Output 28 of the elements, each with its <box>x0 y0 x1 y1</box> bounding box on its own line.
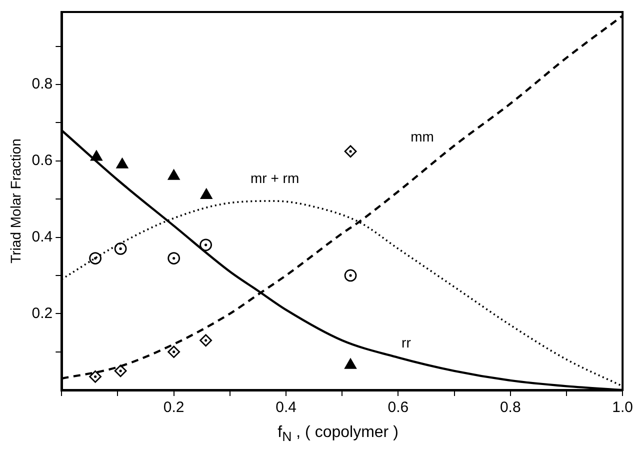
point <box>168 252 180 264</box>
point <box>116 158 128 168</box>
y-tick-label: 0.2 <box>32 304 53 322</box>
x-tick-label: 0.2 <box>163 399 184 416</box>
point <box>168 346 180 358</box>
series-label: rr <box>402 334 412 350</box>
point <box>89 370 102 383</box>
x-axis-title: f$_{N}$ , ( copolymer ) <box>276 424 400 444</box>
point <box>114 242 127 255</box>
y-tick-label: 0.8 <box>32 76 53 93</box>
x-tick-label: 0.8 <box>500 399 521 416</box>
x-tick-label: 1.0 <box>612 399 634 416</box>
y-tick-label: 0.4 <box>32 228 53 246</box>
y-tick-label: 0.6 <box>32 152 53 170</box>
point <box>344 269 357 282</box>
series-label: mr + rm <box>250 170 300 186</box>
x-tick-label: 0.6 <box>388 399 409 416</box>
point <box>200 334 212 347</box>
point <box>200 238 212 252</box>
y-axis-title: Triad Molar Fraction <box>7 138 24 264</box>
point <box>90 150 102 161</box>
point <box>114 364 127 378</box>
series-label: mm <box>410 128 434 144</box>
point <box>344 145 357 158</box>
point <box>89 252 102 264</box>
point <box>200 188 212 199</box>
x-tick-label: 0.4 <box>276 399 296 416</box>
point <box>168 169 180 180</box>
